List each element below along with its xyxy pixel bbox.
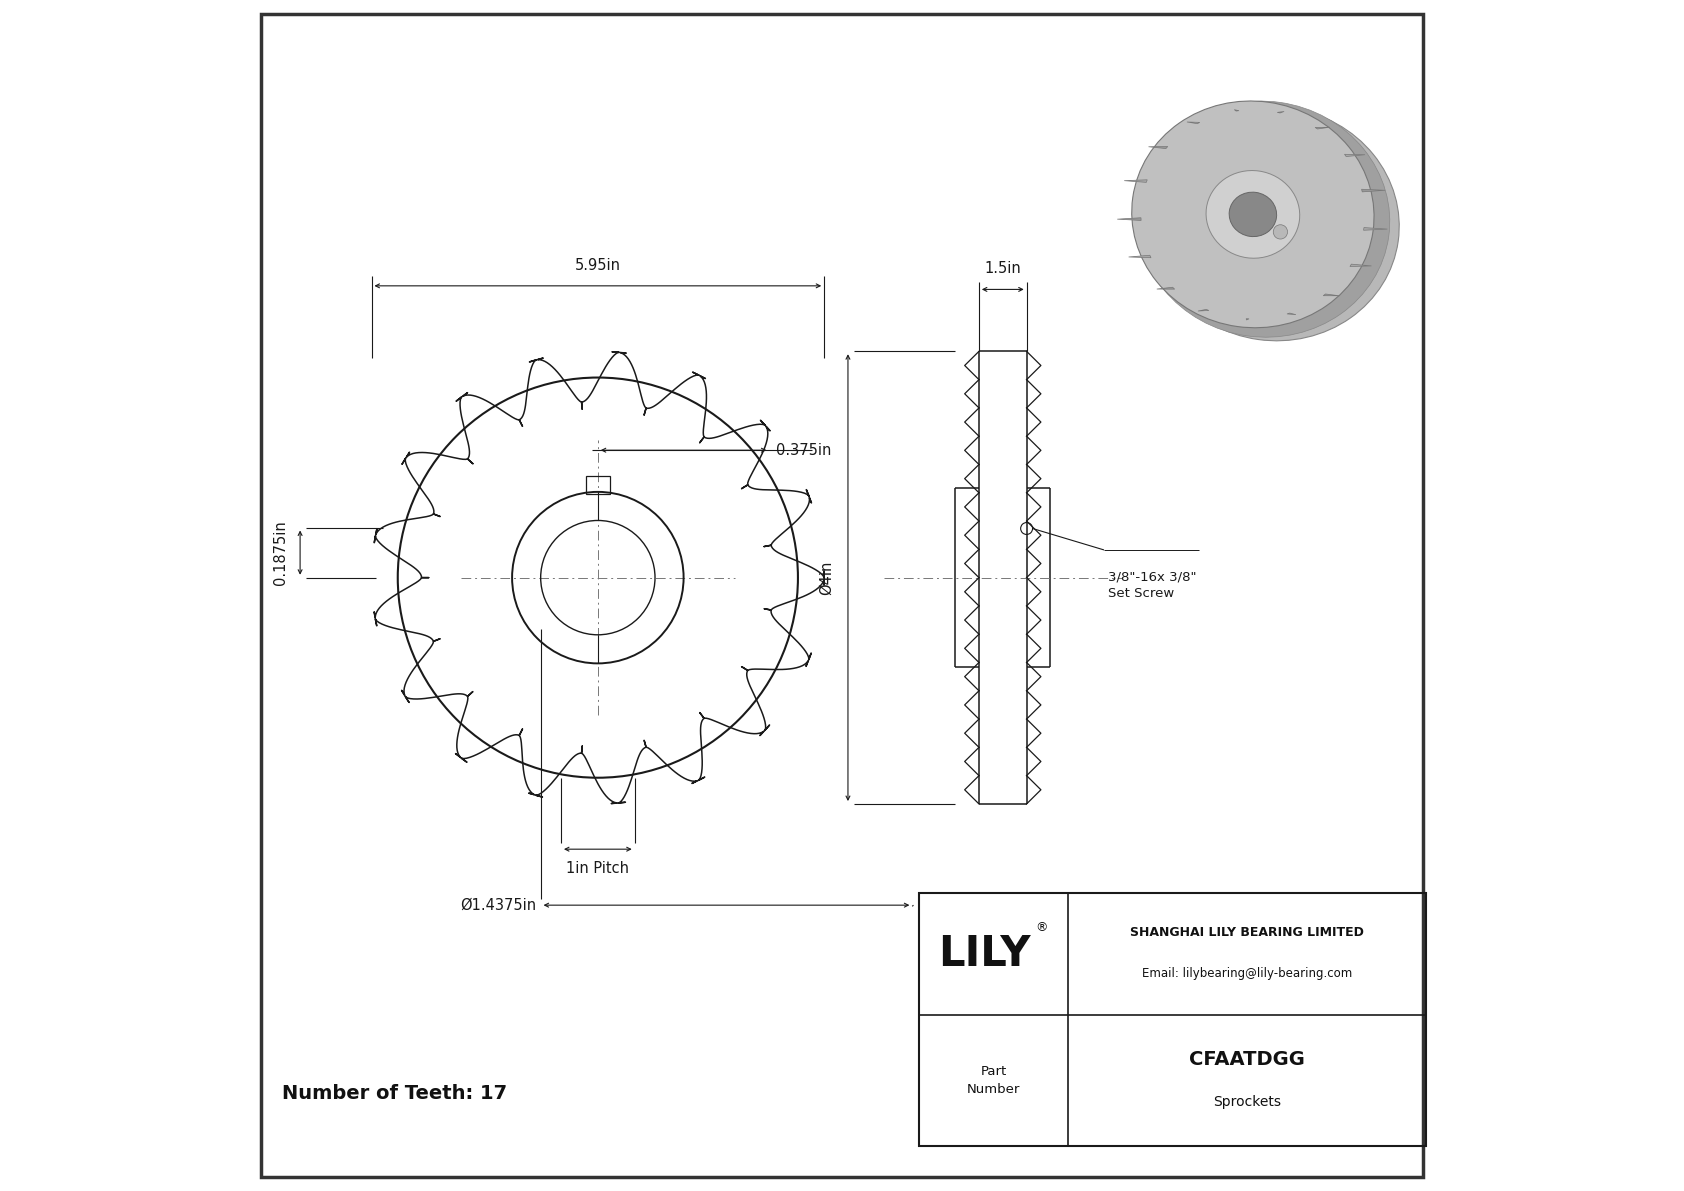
Polygon shape	[1116, 218, 1142, 220]
Ellipse shape	[1137, 101, 1389, 337]
Polygon shape	[1128, 255, 1150, 257]
Polygon shape	[1287, 313, 1297, 314]
Text: Ø4in: Ø4in	[818, 561, 834, 594]
Polygon shape	[1362, 189, 1386, 192]
Bar	[586, 476, 610, 494]
Text: 1in Pitch: 1in Pitch	[566, 861, 630, 877]
Polygon shape	[1148, 146, 1167, 149]
Polygon shape	[1364, 227, 1388, 230]
Text: 0.375in: 0.375in	[776, 443, 832, 457]
Text: 1.5in: 1.5in	[985, 261, 1021, 276]
Text: ®: ®	[1036, 922, 1047, 934]
Ellipse shape	[1206, 170, 1300, 258]
Circle shape	[1273, 225, 1288, 239]
Text: Ø1.4375in: Ø1.4375in	[460, 898, 536, 912]
Text: CFAATDGG: CFAATDGG	[1189, 1050, 1305, 1070]
Polygon shape	[1276, 112, 1285, 113]
Text: 0.1875in: 0.1875in	[273, 520, 288, 585]
Text: Sprockets: Sprockets	[1212, 1095, 1282, 1109]
Text: Number of Teeth: 17: Number of Teeth: 17	[283, 1084, 507, 1103]
Text: LILY: LILY	[938, 933, 1031, 975]
Polygon shape	[1197, 310, 1209, 311]
Text: 5.95in: 5.95in	[574, 257, 621, 273]
Text: 3/8"-16x 3/8"
Set Screw: 3/8"-16x 3/8" Set Screw	[1108, 570, 1196, 600]
Ellipse shape	[1150, 107, 1399, 341]
Text: SHANGHAI LILY BEARING LIMITED: SHANGHAI LILY BEARING LIMITED	[1130, 927, 1364, 939]
Polygon shape	[1157, 287, 1175, 289]
Text: Email: lilybearing@lily-bearing.com: Email: lilybearing@lily-bearing.com	[1142, 967, 1352, 979]
Polygon shape	[1324, 294, 1339, 295]
Polygon shape	[1344, 155, 1366, 156]
Polygon shape	[1351, 264, 1371, 267]
Polygon shape	[1246, 319, 1250, 320]
Polygon shape	[1234, 110, 1239, 111]
Polygon shape	[1315, 127, 1330, 129]
Polygon shape	[1187, 121, 1199, 124]
Ellipse shape	[1132, 101, 1374, 328]
Polygon shape	[1125, 180, 1147, 182]
Ellipse shape	[1229, 192, 1276, 237]
Bar	[919, 893, 1426, 1146]
Text: Part
Number: Part Number	[967, 1065, 1021, 1096]
